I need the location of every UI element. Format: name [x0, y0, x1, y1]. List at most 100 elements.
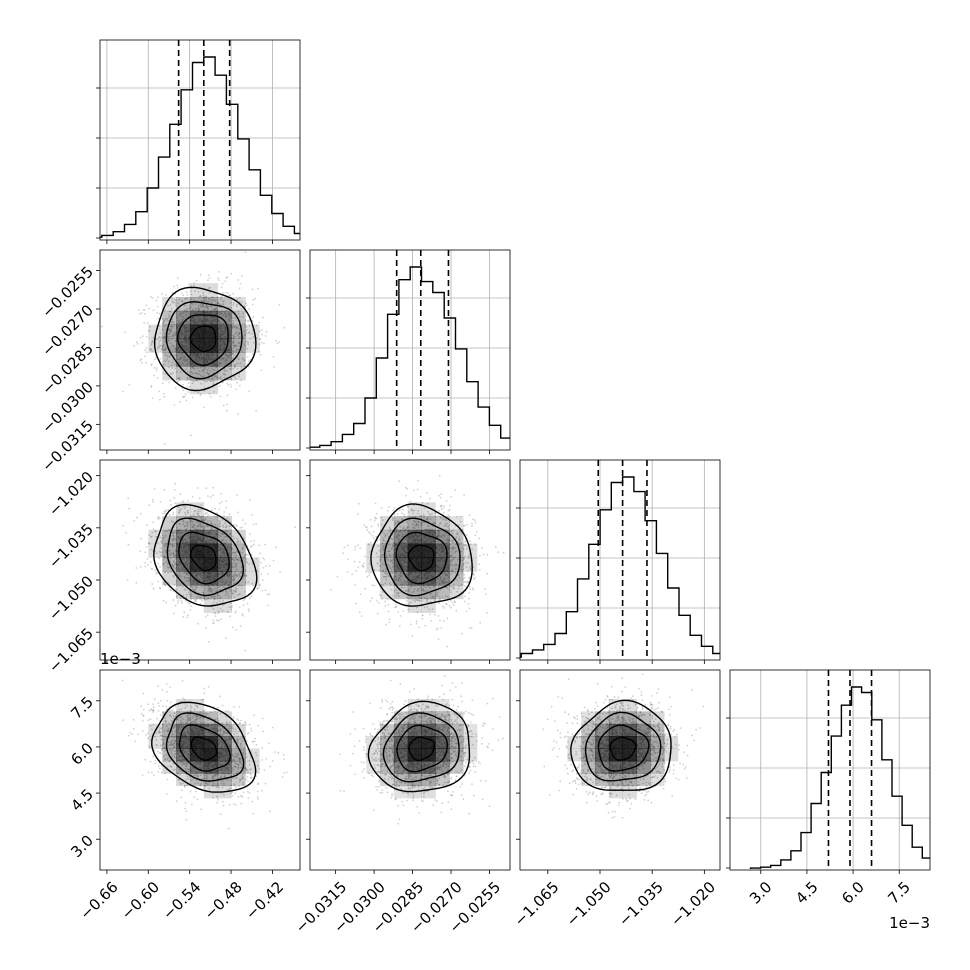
scatter-point — [231, 563, 234, 565]
density-cell — [203, 338, 219, 353]
scatter-point — [440, 535, 443, 538]
scatter-point — [190, 298, 193, 300]
scatter-point — [184, 309, 186, 311]
scatter-point — [384, 600, 386, 603]
scatter-point — [176, 316, 178, 319]
scatter-point — [238, 574, 241, 576]
scatter-point — [243, 330, 246, 332]
scatter-point — [182, 311, 185, 314]
scatter-point — [184, 599, 187, 602]
scatter-point — [384, 536, 386, 538]
scatter-point — [454, 550, 457, 553]
scatter-point — [166, 542, 168, 544]
scatter-point — [238, 331, 240, 334]
scatter-point — [502, 551, 505, 554]
scatter-point — [162, 559, 165, 561]
scatter-point — [207, 585, 210, 588]
scatter-point — [171, 300, 173, 302]
scatter-point — [173, 556, 175, 558]
scatter-point — [179, 400, 182, 403]
scatter-point — [221, 539, 223, 542]
scatter-point — [188, 283, 190, 285]
scatter-point — [379, 565, 382, 567]
scatter-point — [235, 551, 238, 553]
scatter-point — [210, 527, 213, 530]
scatter-point — [440, 627, 443, 629]
scatter-point — [463, 556, 466, 559]
scatter-point — [220, 533, 223, 535]
scatter-point — [172, 553, 175, 555]
scatter-point — [228, 311, 231, 314]
scatter-point — [454, 489, 457, 491]
scatter-point — [410, 623, 412, 626]
scatter-point — [209, 587, 212, 590]
scatter-point — [174, 489, 176, 491]
scatter-point — [368, 551, 371, 553]
scatter-point — [405, 527, 408, 529]
scatter-point — [171, 350, 174, 353]
scatter-point — [212, 608, 215, 610]
density-cell — [393, 557, 409, 572]
scatter-point — [409, 500, 412, 503]
scatter-point — [157, 562, 160, 565]
scatter-point — [197, 622, 199, 625]
scatter-point — [447, 571, 450, 574]
scatter-point — [463, 544, 466, 547]
scatter-point — [182, 585, 184, 588]
scatter-point — [218, 366, 221, 369]
scatter-point — [202, 591, 205, 594]
scatter-point — [464, 540, 467, 543]
scatter-point — [188, 385, 191, 388]
scatter-point — [188, 521, 191, 524]
scatter-point — [155, 299, 158, 302]
scatter-point — [168, 514, 171, 517]
scatter-point — [223, 515, 225, 518]
scatter-point — [385, 575, 388, 578]
scatter-point — [185, 573, 188, 576]
scatter-point — [204, 366, 207, 369]
scatter-point — [214, 612, 217, 615]
scatter-point — [396, 521, 399, 524]
scatter-point — [164, 352, 167, 355]
scatter-point — [171, 564, 174, 567]
scatter-point — [405, 603, 408, 605]
scatter-point — [178, 511, 181, 514]
scatter-point — [377, 523, 380, 525]
scatter-point — [149, 325, 151, 328]
scatter-point — [236, 541, 239, 544]
density-cell — [380, 529, 395, 545]
scatter-point — [187, 358, 190, 360]
scatter-point — [164, 534, 167, 537]
scatter-point — [214, 308, 216, 311]
density-cell — [162, 297, 177, 312]
density-cell — [189, 283, 205, 298]
scatter-point — [239, 593, 241, 595]
scatter-point — [392, 555, 395, 557]
scatter-point — [229, 532, 232, 535]
scatter-point — [417, 524, 420, 527]
scatter-point — [245, 553, 248, 555]
scatter-point — [174, 555, 177, 558]
scatter-point — [213, 598, 216, 601]
scatter-point — [159, 536, 162, 539]
scatter-point — [265, 330, 268, 333]
scatter-point — [451, 541, 454, 543]
scatter-point — [168, 550, 170, 552]
scatter-point — [275, 339, 277, 342]
scatter-point — [168, 381, 171, 384]
scatter-point — [157, 516, 159, 519]
scatter-point — [157, 338, 160, 341]
scatter-point — [243, 573, 246, 575]
scatter-point — [193, 282, 196, 284]
scatter-point — [142, 309, 145, 311]
scatter-point — [408, 587, 411, 590]
scatter-point — [214, 507, 216, 510]
scatter-point — [163, 556, 166, 559]
scatter-point — [437, 531, 440, 534]
scatter-point — [228, 525, 230, 528]
scatter-point — [230, 608, 233, 611]
scatter-point — [101, 325, 103, 328]
scatter-point — [451, 571, 454, 573]
scatter-point — [230, 385, 233, 388]
scatter-point — [212, 369, 215, 371]
